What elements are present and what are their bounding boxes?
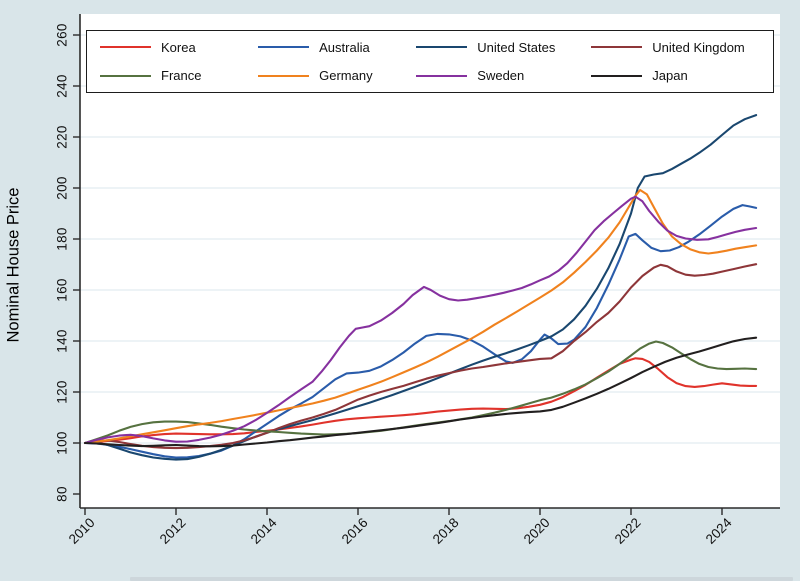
y-tick-label-260: 260 xyxy=(54,23,70,47)
legend-item-germany: Germany xyxy=(258,68,416,83)
series-line-sweden xyxy=(83,195,758,445)
legend-line-swatch xyxy=(416,46,468,49)
legend-line-swatch xyxy=(258,46,310,49)
legend-label: Germany xyxy=(319,68,373,84)
legend-label: Australia xyxy=(319,39,370,55)
legend-line-swatch xyxy=(100,74,151,77)
y-tick-label-220: 220 xyxy=(54,125,70,149)
legend-item-france: France xyxy=(100,68,258,83)
y-tick-label-200: 200 xyxy=(54,176,70,200)
y-tick-label-140: 140 xyxy=(54,329,70,353)
legend-item-australia: Australia xyxy=(258,40,416,55)
y-tick-label-100: 100 xyxy=(54,431,70,455)
legend-label: United States xyxy=(477,39,556,55)
legend-label: Japan xyxy=(652,68,688,84)
legend-line-swatch xyxy=(591,46,643,49)
legend-label: France xyxy=(161,68,202,84)
series-line-germany xyxy=(83,188,758,445)
y-tick-label-240: 240 xyxy=(54,74,70,98)
legend-line-swatch xyxy=(100,46,151,49)
y-axis-title: Nominal House Price xyxy=(4,187,23,343)
legend-box: Korea Australia United States United Kingdo… xyxy=(86,30,774,93)
series-line-united-states xyxy=(83,114,758,461)
legend-item-japan: Japan xyxy=(591,68,773,83)
legend-line-swatch xyxy=(591,74,643,77)
legend-label: Sweden xyxy=(477,68,525,84)
legend-label: United Kingdom xyxy=(652,39,745,55)
legend-item-korea: Korea xyxy=(100,40,258,55)
series-line-korea xyxy=(83,357,758,445)
legend-line-swatch xyxy=(416,74,468,77)
y-tick-label-80: 80 xyxy=(54,486,70,502)
cutoff-text-artifact xyxy=(130,577,793,581)
legend-label: Korea xyxy=(161,39,196,55)
legend-item-united-kingdom: United Kingdom xyxy=(591,40,773,55)
legend-item-united-states: United States xyxy=(416,40,591,55)
y-tick-label-160: 160 xyxy=(54,278,70,302)
legend-item-sweden: Sweden xyxy=(416,68,591,83)
legend-line-swatch xyxy=(258,74,310,77)
y-tick-label-180: 180 xyxy=(54,227,70,251)
series-line-japan xyxy=(83,336,758,448)
y-tick-label-120: 120 xyxy=(54,380,70,404)
